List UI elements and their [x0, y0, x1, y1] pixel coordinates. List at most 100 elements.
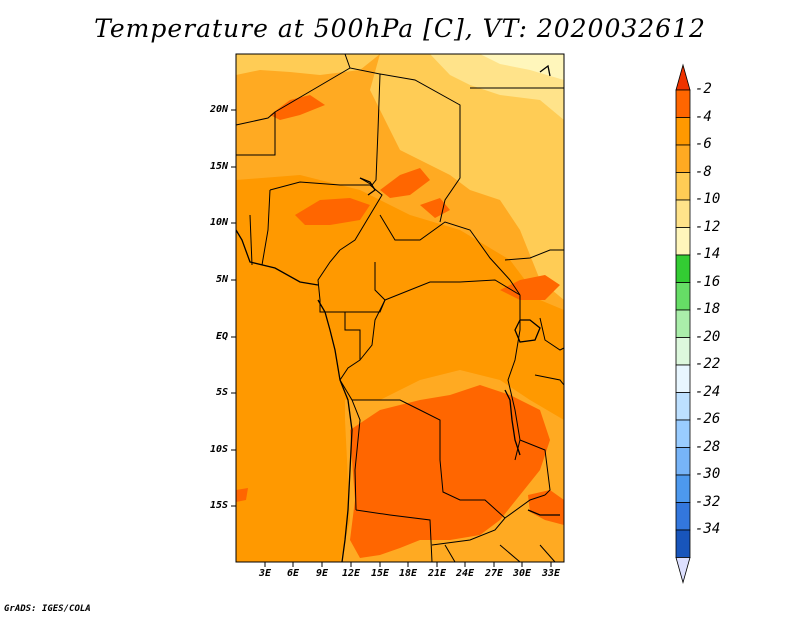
colorbar-label: -8	[695, 163, 712, 180]
colorbar-label: -4	[695, 108, 712, 125]
colorbar-label: -6	[695, 136, 712, 152]
colorbar-label: -26	[695, 411, 721, 427]
lon-label-12e: 12E	[341, 568, 361, 579]
lat-label-20n: 20N	[209, 104, 228, 115]
colorbar	[675, 63, 691, 584]
colorbar-segment	[675, 172, 691, 201]
colorbar-segment	[675, 419, 691, 448]
lat-label-15s: 15S	[209, 500, 228, 511]
border-car-north	[379, 214, 521, 296]
colorbar-segment	[675, 199, 691, 228]
colorbar-label: -12	[695, 218, 721, 235]
border-south-sudan	[504, 249, 564, 261]
border-car-south	[374, 262, 521, 301]
colorbar-segment	[675, 309, 691, 338]
map-title: Temperature at 500hPa [C], VT: 202003261…	[94, 14, 706, 43]
field-warm-south	[350, 385, 550, 558]
lake-tanganyika	[504, 389, 521, 456]
lat-label-eq: EQ	[215, 331, 228, 342]
axis-ticks	[231, 109, 552, 567]
lake-kariba	[527, 509, 560, 516]
colorbar-segment	[675, 144, 691, 173]
border-benin	[261, 189, 271, 266]
field-central	[236, 175, 564, 420]
field-warm-patch-1	[270, 95, 325, 120]
lat-label-10n: 10N	[209, 217, 228, 228]
border-cameroon	[317, 249, 386, 313]
lon-label-21e: 21E	[427, 568, 447, 579]
border-mali-niger	[236, 67, 351, 156]
lon-label-24e: 24E	[455, 568, 475, 579]
border-togo	[249, 214, 253, 266]
colorbar-segment	[675, 227, 691, 256]
map-frame	[235, 53, 565, 563]
colorbar-segment	[675, 529, 691, 558]
colorbar-segment	[675, 282, 691, 311]
lat-label-15n: 15N	[209, 161, 228, 172]
country-borders	[235, 53, 565, 563]
colorbar-label: -24	[695, 383, 721, 400]
coast-red-sea	[539, 64, 551, 77]
field-cooler-north	[430, 54, 564, 120]
colorbar-label: -30	[695, 466, 721, 482]
border-mozambique	[539, 544, 556, 563]
colorbar-segment	[675, 337, 691, 366]
lat-label-5s: 5S	[215, 387, 228, 398]
colorbar-segment	[675, 117, 691, 146]
colorbar-segment	[675, 447, 691, 476]
field-coolest-north	[480, 54, 564, 80]
colorbar-label: -14	[695, 246, 721, 262]
lon-label-6e: 6E	[286, 568, 300, 579]
colorbar-label: -22	[695, 356, 721, 372]
colorbar-segment	[675, 254, 691, 283]
lon-label-15e: 15E	[370, 568, 390, 579]
border-nigeria-north	[269, 181, 383, 251]
field-warm-patch-7	[236, 488, 248, 502]
field-cool-northeast	[370, 54, 564, 300]
field-warm-patch-3	[380, 168, 430, 198]
colorbar-segment	[675, 364, 691, 393]
border-malawi	[519, 439, 551, 496]
colorbar-top-arrow	[675, 63, 691, 91]
colorbar-label: -28	[695, 438, 721, 455]
border-namibia-botswana	[444, 544, 456, 563]
colorbar-label: -20	[695, 328, 721, 345]
temperature-field	[236, 54, 564, 562]
lat-label-10s: 10S	[209, 444, 228, 455]
border-tanzania	[534, 374, 565, 386]
border-chad-sudan	[379, 73, 461, 223]
field-warm-patch-5	[500, 275, 560, 300]
colorbar-label: -34	[695, 521, 721, 537]
coast-gulf-of-guinea	[235, 229, 319, 286]
colorbar-label: -18	[695, 301, 721, 317]
lon-label-9e: 9E	[315, 568, 329, 579]
colorbar-segment	[675, 502, 691, 531]
lon-label-33e: 33E	[541, 568, 561, 579]
lake-victoria	[514, 319, 541, 343]
border-angola-namibia	[355, 509, 433, 563]
lat-label-5n: 5N	[215, 274, 228, 285]
colorbar-segment	[675, 474, 691, 503]
grads-credit: GrADS: IGES/COLA	[4, 604, 91, 614]
border-gabon	[339, 312, 361, 381]
lon-label-30e: 30E	[512, 568, 532, 579]
border-zambia-south	[431, 494, 546, 546]
lake-chad	[359, 177, 376, 196]
border-congo	[359, 299, 386, 361]
coastlines	[235, 64, 560, 563]
field-cool-northwest	[236, 54, 380, 75]
coast-west-africa	[317, 299, 353, 563]
lon-label-3e: 3E	[258, 568, 272, 579]
lon-label-18e: 18E	[398, 568, 418, 579]
colorbar-label: -32	[695, 493, 721, 510]
field-warm-patch-6	[528, 490, 564, 525]
colorbar-segment	[675, 392, 691, 421]
field-west	[236, 270, 350, 562]
field-warm-patch-2	[295, 198, 370, 225]
colorbar-bottom-arrow	[675, 557, 691, 584]
colorbar-label: -10	[695, 191, 721, 207]
colorbar-label: -2	[695, 81, 712, 97]
border-angola-drc	[352, 399, 506, 519]
border-algeria	[235, 111, 276, 126]
